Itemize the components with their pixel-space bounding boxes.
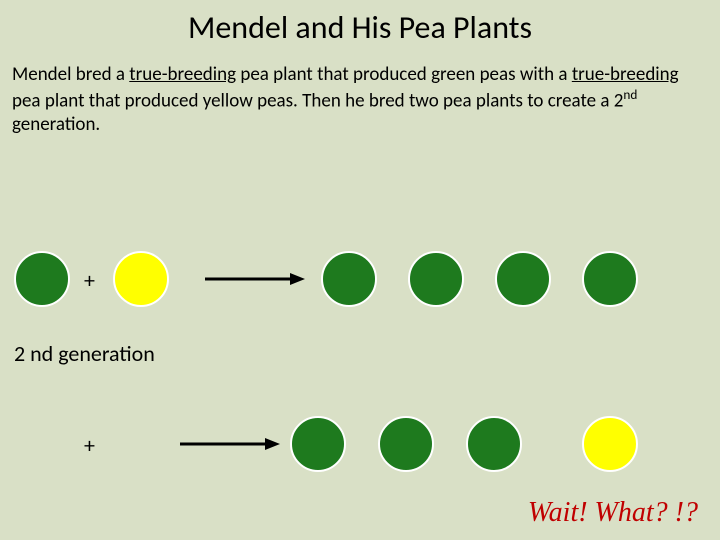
parent-pea-yellow [113, 251, 169, 307]
parent-pea-green [14, 251, 70, 307]
offspring-pea [466, 416, 522, 472]
offspring-pea [378, 416, 434, 472]
generation-2-label: 2 nd generation [14, 340, 155, 367]
arrow-icon [180, 434, 280, 454]
superscript-nd: nd [623, 86, 637, 103]
underline-1: true-breeding [129, 63, 236, 86]
underline-2: true-breeding [572, 63, 679, 86]
text-post: generation. [12, 113, 100, 136]
offspring-pea [321, 251, 377, 307]
page-title: Mendel and His Pea Plants [0, 0, 720, 63]
text-mid2: pea plant that produced yellow peas. The… [12, 89, 623, 112]
second-cross-row: + [0, 414, 720, 476]
offspring-pea [408, 251, 464, 307]
offspring-pea [290, 416, 346, 472]
offspring-pea [582, 416, 638, 472]
plus-sign-2: + [84, 432, 95, 459]
arrow-icon [205, 269, 305, 289]
offspring-pea [495, 251, 551, 307]
exclamation-text: Wait! What? !? [528, 497, 698, 529]
offspring-pea [582, 251, 638, 307]
text-pre1: Mendel bred a [12, 63, 129, 86]
first-cross-row: + [0, 249, 720, 311]
text-mid1: pea plant that produced green peas with … [236, 63, 572, 86]
intro-paragraph: Mendel bred a true-breeding pea plant th… [0, 63, 720, 137]
plus-sign-1: + [84, 267, 95, 294]
